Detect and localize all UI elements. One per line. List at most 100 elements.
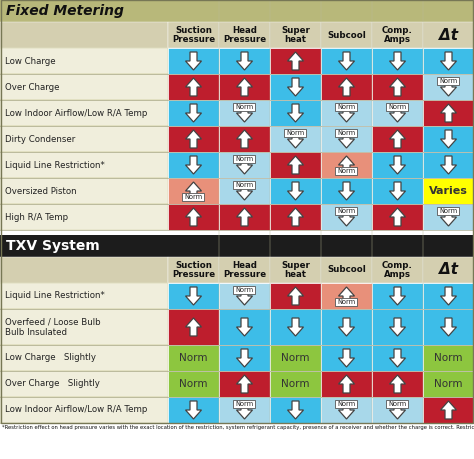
Polygon shape <box>338 375 355 393</box>
Polygon shape <box>390 156 405 174</box>
Bar <box>423 204 474 230</box>
Bar <box>270 204 321 230</box>
Bar <box>0 100 168 126</box>
Polygon shape <box>338 156 355 174</box>
Polygon shape <box>390 104 405 122</box>
Bar <box>219 371 270 397</box>
Text: Norm: Norm <box>236 401 254 407</box>
Bar <box>270 126 321 152</box>
FancyBboxPatch shape <box>336 400 357 408</box>
FancyBboxPatch shape <box>438 207 459 215</box>
Bar <box>168 309 219 345</box>
Bar <box>372 74 423 100</box>
Bar <box>168 283 219 309</box>
Text: Liquid Line Restriction*: Liquid Line Restriction* <box>5 161 105 169</box>
FancyBboxPatch shape <box>234 286 255 294</box>
Bar <box>0 74 168 100</box>
Bar <box>321 283 372 309</box>
Bar <box>321 126 372 152</box>
Bar <box>321 48 372 74</box>
Text: Δt: Δt <box>439 263 458 278</box>
Text: TXV System: TXV System <box>6 239 100 253</box>
Text: Comp.
Amps: Comp. Amps <box>382 26 413 45</box>
FancyBboxPatch shape <box>336 103 357 111</box>
Bar <box>270 345 321 371</box>
Polygon shape <box>390 130 405 148</box>
Bar <box>321 178 372 204</box>
Bar <box>168 152 219 178</box>
Bar <box>219 126 270 152</box>
Bar <box>219 204 270 230</box>
Polygon shape <box>390 182 405 200</box>
Text: Norm: Norm <box>439 208 457 214</box>
Bar <box>423 74 474 100</box>
Text: Super
heat: Super heat <box>281 26 310 45</box>
Bar <box>321 345 372 371</box>
Bar <box>219 48 270 74</box>
Polygon shape <box>237 182 253 200</box>
Polygon shape <box>288 287 303 305</box>
Bar <box>0 22 168 48</box>
Bar <box>372 309 423 345</box>
Bar <box>168 48 219 74</box>
Polygon shape <box>338 401 355 419</box>
Text: Δt: Δt <box>439 28 458 43</box>
Polygon shape <box>440 104 456 122</box>
Polygon shape <box>185 78 201 96</box>
Bar <box>0 283 168 309</box>
Text: Norm: Norm <box>236 287 254 293</box>
Text: Norm: Norm <box>184 194 202 200</box>
Bar <box>423 397 474 423</box>
Polygon shape <box>440 156 456 174</box>
Polygon shape <box>288 130 303 148</box>
Bar <box>270 152 321 178</box>
Bar <box>0 397 168 423</box>
Text: Subcool: Subcool <box>327 265 366 274</box>
Bar <box>168 204 219 230</box>
FancyBboxPatch shape <box>234 400 255 408</box>
Text: Norm: Norm <box>388 104 407 110</box>
Text: Low Indoor Airflow/Low R/A Temp: Low Indoor Airflow/Low R/A Temp <box>5 108 147 118</box>
Polygon shape <box>288 78 303 96</box>
FancyBboxPatch shape <box>234 155 255 163</box>
Text: Norm: Norm <box>337 168 356 174</box>
Polygon shape <box>440 52 456 70</box>
Bar <box>219 100 270 126</box>
Polygon shape <box>185 182 201 200</box>
Bar <box>372 371 423 397</box>
Polygon shape <box>185 156 201 174</box>
Polygon shape <box>338 52 355 70</box>
Bar <box>219 257 270 283</box>
Polygon shape <box>185 52 201 70</box>
Text: Norm: Norm <box>281 353 310 363</box>
Bar <box>0 230 474 235</box>
FancyBboxPatch shape <box>336 298 357 306</box>
Polygon shape <box>338 318 355 336</box>
Polygon shape <box>440 401 456 419</box>
Text: Norm: Norm <box>337 104 356 110</box>
Polygon shape <box>338 78 355 96</box>
Bar <box>219 345 270 371</box>
Bar <box>423 48 474 74</box>
Polygon shape <box>390 318 405 336</box>
Polygon shape <box>338 104 355 122</box>
Polygon shape <box>390 78 405 96</box>
Polygon shape <box>440 208 456 226</box>
Polygon shape <box>338 182 355 200</box>
Bar <box>168 371 219 397</box>
Bar <box>0 235 474 257</box>
FancyBboxPatch shape <box>386 400 409 408</box>
Polygon shape <box>237 349 253 367</box>
Polygon shape <box>237 375 253 393</box>
Bar <box>372 48 423 74</box>
Bar <box>168 22 219 48</box>
Bar <box>0 126 168 152</box>
Bar <box>321 371 372 397</box>
Bar <box>423 178 474 204</box>
Bar <box>321 397 372 423</box>
Bar <box>219 152 270 178</box>
Polygon shape <box>237 287 253 305</box>
Polygon shape <box>237 208 253 226</box>
Bar <box>168 100 219 126</box>
Bar <box>0 371 168 397</box>
